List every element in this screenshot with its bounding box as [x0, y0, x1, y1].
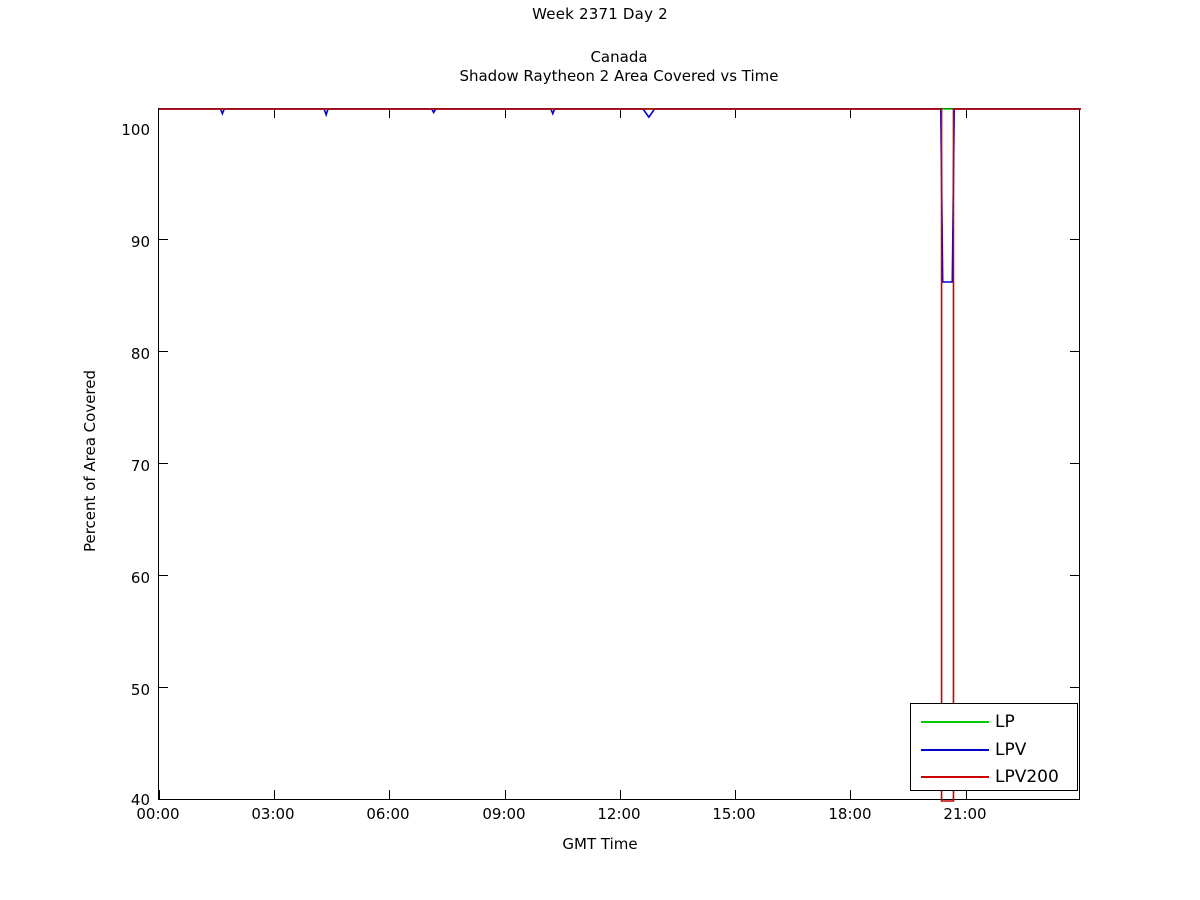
y-tick-100-right	[1070, 239, 1079, 240]
x-tick-0000	[159, 790, 160, 799]
y-tick-80-right	[1070, 463, 1079, 464]
y-tick-label-100: 100	[121, 121, 150, 139]
legend-entry-lpv[interactable]: LPV	[911, 737, 1079, 763]
legend-swatch-lp	[921, 721, 989, 723]
legend-swatch-lpv200	[921, 776, 989, 778]
x-axis-title: GMT Time	[562, 835, 638, 853]
figure-title: Canada Shadow Raytheon 2 Area Covered vs…	[158, 48, 1080, 86]
y-tick-label-60: 60	[130, 569, 150, 587]
legend-entry-lp[interactable]: LP	[911, 709, 1079, 735]
legend-box[interactable]: LP LPV LPV200	[910, 703, 1078, 791]
legend-swatch-lpv	[921, 749, 989, 751]
x-tick-0600-top	[389, 109, 390, 118]
x-tick-label-1800: 18:00	[828, 805, 872, 823]
x-tick-label-1500: 15:00	[712, 805, 756, 823]
x-tick-1800-top	[850, 109, 851, 118]
x-tick-0300-top	[274, 109, 275, 118]
y-tick-90	[159, 351, 168, 352]
x-tick-label-1200: 12:00	[597, 805, 641, 823]
y-tick-label-80: 80	[130, 345, 150, 363]
y-tick-label-90: 90	[130, 233, 150, 251]
x-tick-0900-top	[505, 109, 506, 118]
y-tick-label-40: 40	[130, 791, 150, 809]
y-tick-80	[159, 463, 168, 464]
x-tick-label-0600: 06:00	[366, 805, 410, 823]
y-tick-label-70: 70	[130, 457, 150, 475]
figure-suptitle: Week 2371 Day 2	[532, 5, 668, 23]
series-line-lpv	[159, 108, 1081, 283]
x-tick-0300	[274, 790, 275, 799]
y-tick-90-right	[1070, 351, 1079, 352]
x-tick-2100-top	[966, 109, 967, 118]
y-tick-100	[159, 239, 168, 240]
x-tick-1200	[620, 790, 621, 799]
plot-area	[158, 108, 1081, 802]
x-tick-label-2100: 21:00	[943, 805, 987, 823]
y-tick-60	[159, 687, 168, 688]
x-tick-label-0300: 03:00	[251, 805, 295, 823]
y-tick-70	[159, 575, 168, 576]
series-line-lpv200	[159, 108, 1081, 802]
series-layer	[159, 108, 1081, 802]
x-tick-0900	[505, 790, 506, 799]
legend-label-lpv200: LPV200	[995, 767, 1059, 787]
y-tick-60-right	[1070, 687, 1079, 688]
legend-label-lp: LP	[995, 712, 1015, 732]
legend-entry-lpv200[interactable]: LPV200	[911, 764, 1079, 790]
title-line-country: Canada	[590, 48, 648, 66]
y-tick-50	[159, 799, 168, 800]
x-tick-1200-top	[620, 109, 621, 118]
y-tick-50-right	[1070, 799, 1079, 800]
x-tick-1500	[735, 790, 736, 799]
x-tick-label-0000: 00:00	[136, 805, 180, 823]
legend-label-lpv: LPV	[995, 740, 1027, 760]
x-tick-0600	[389, 790, 390, 799]
x-tick-1800	[850, 790, 851, 799]
x-tick-2100	[966, 790, 967, 799]
y-tick-70-right	[1070, 575, 1079, 576]
x-tick-1500-top	[735, 109, 736, 118]
y-tick-label-50: 50	[130, 681, 150, 699]
x-tick-label-0900: 09:00	[482, 805, 526, 823]
title-line-subject: Shadow Raytheon 2 Area Covered vs Time	[459, 67, 779, 85]
